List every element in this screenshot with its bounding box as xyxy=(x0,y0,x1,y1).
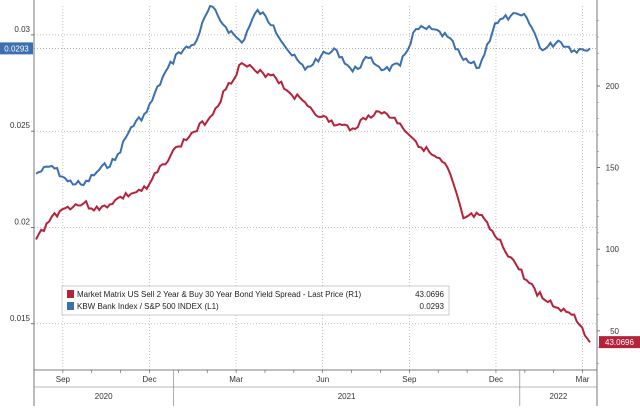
x-tick-label: Dec xyxy=(489,375,503,384)
x-year-label: 2021 xyxy=(338,392,356,401)
left-tick-label: 0.03 xyxy=(14,25,30,34)
left-tick-label: 0.02 xyxy=(14,217,30,226)
x-tick-label: Mar xyxy=(576,375,590,384)
last-value-tag-right xyxy=(599,336,640,349)
x-tick-label: Mar xyxy=(229,375,243,384)
right-tick-label: 50 xyxy=(610,327,619,336)
series-line-spread xyxy=(35,61,591,343)
left-tick-label: 0.015 xyxy=(10,314,31,323)
legend-swatch-spread xyxy=(67,290,74,298)
x-tick-label: Sep xyxy=(56,375,71,384)
series-line-bank-ratio xyxy=(35,4,591,187)
x-tick-label: Dec xyxy=(142,375,156,384)
legend-box xyxy=(61,285,450,316)
legend-label-bank-ratio: KBW Bank Index / S&P 500 INDEX (L1) xyxy=(77,302,219,311)
legend-swatch-bank-ratio xyxy=(67,302,74,310)
last-value-tags: 0.0293 43.0696 xyxy=(0,42,640,349)
x-year-label: 2020 xyxy=(95,392,113,401)
right-tick-label: 100 xyxy=(606,245,620,254)
legend-label-spread: Market Matrix US Sell 2 Year & Buy 30 Ye… xyxy=(77,290,361,299)
axes: 0.015 0.02 0.025 0.03 50 100 150 200 Sep Dec Mar Ju… xyxy=(10,0,620,406)
legend: Market Matrix US Sell 2 Year & Buy 30 Ye… xyxy=(61,285,450,316)
legend-value-bank-ratio: 0.0293 xyxy=(420,302,445,311)
right-tick-label: 150 xyxy=(606,164,620,173)
x-year-label: 2022 xyxy=(550,392,568,401)
series-lines xyxy=(35,4,591,343)
last-value-tag-left xyxy=(0,42,33,55)
x-tick-label: Sep xyxy=(402,375,417,384)
right-tick-label: 200 xyxy=(606,82,620,91)
x-tick-label: Jun xyxy=(316,375,329,384)
last-value-tag-right-text: 43.0696 xyxy=(605,338,634,347)
left-tick-label: 0.025 xyxy=(10,121,31,130)
last-value-tag-left-text: 0.0293 xyxy=(4,44,29,53)
legend-value-spread: 43.0696 xyxy=(415,290,444,299)
